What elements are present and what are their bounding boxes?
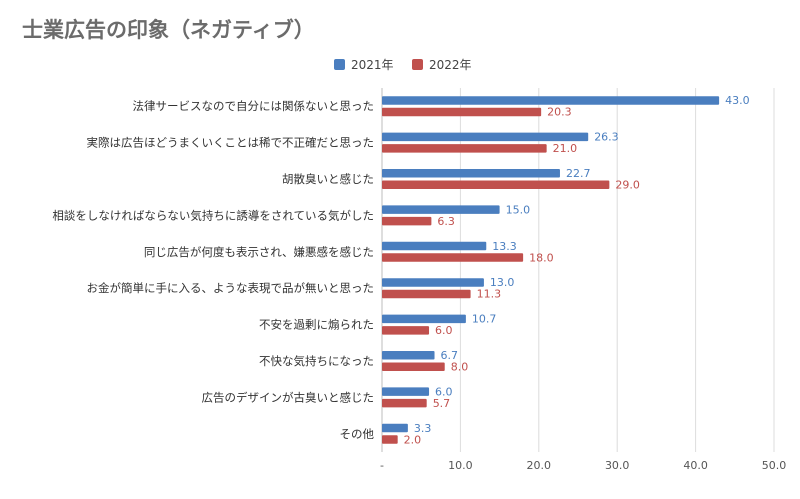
category-label-5: お金が簡単に手に入る、ような表現で品が無いと思った: [87, 281, 375, 295]
bar-1-2: [382, 180, 610, 189]
x-tick-label-10: 10.0: [448, 459, 473, 472]
legend-label-2022: 2022年: [429, 58, 472, 72]
data-label-1-9: 2.0: [404, 433, 422, 446]
bar-1-5: [382, 289, 471, 299]
bar-1-8: [382, 398, 427, 408]
data-label-1-8: 5.7: [433, 397, 451, 410]
bar-0-6: [382, 314, 466, 324]
data-label-0-2: 22.7: [566, 167, 591, 180]
x-tick-label-50: 50.0: [762, 459, 787, 472]
category-label-9: その他: [340, 427, 375, 441]
bar-1-1: [382, 144, 547, 153]
chart-title: 士業広告の印象（ネガティブ）: [22, 18, 315, 42]
category-label-2: 胡散臭いと感じた: [282, 172, 374, 186]
data-label-0-6: 10.7: [472, 313, 497, 326]
category-label-6: 不安を過剰に煽られた: [259, 318, 374, 332]
x-tick-label-40: 40.0: [683, 459, 708, 472]
legend: 2021年 2022年: [0, 56, 800, 76]
data-label-1-4: 18.0: [529, 251, 554, 264]
legend-item-2022: 2022年: [412, 56, 472, 73]
legend-swatch-2022: [412, 59, 423, 70]
bar-0-4: [382, 241, 487, 251]
data-label-1-0: 20.3: [547, 106, 572, 119]
data-label-1-3: 6.3: [437, 215, 455, 228]
bar-0-1: [382, 132, 589, 142]
bar-0-7: [382, 351, 435, 360]
category-label-3: 相談をしなければならない気持ちに誘導をされている気がした: [52, 208, 374, 222]
legend-label-2021: 2021年: [351, 58, 394, 72]
category-label-1: 実際は広告ほどうまくいくことは稀で不正確だと思った: [87, 136, 375, 150]
category-label-7: 不快な気持ちになった: [259, 354, 374, 368]
bar-1-9: [382, 435, 398, 444]
bar-0-5: [382, 278, 484, 287]
category-label-0: 法律サービスなので自分には関係ないと思った: [133, 99, 375, 113]
data-label-0-9: 3.3: [414, 422, 432, 435]
data-label-0-5: 13.0: [490, 276, 515, 289]
data-label-1-1: 21.0: [553, 142, 578, 155]
data-label-1-2: 29.0: [615, 179, 640, 192]
data-label-0-4: 13.3: [492, 240, 516, 253]
data-label-0-3: 15.0: [506, 203, 530, 216]
bar-0-0: [382, 96, 720, 105]
category-label-8: 広告のデザインが古臭いと感じた: [202, 390, 375, 404]
data-label-0-8: 6.0: [435, 385, 453, 398]
data-label-0-7: 6.7: [441, 349, 459, 362]
x-tick-label-30: 30.0: [605, 459, 630, 472]
data-label-0-1: 26.3: [594, 131, 619, 144]
bar-0-8: [382, 387, 430, 396]
bar-1-3: [382, 216, 432, 226]
legend-item-2021: 2021年: [334, 56, 394, 73]
bar-1-6: [382, 326, 430, 335]
data-label-1-7: 8.0: [451, 361, 469, 374]
bar-0-3: [382, 205, 500, 214]
bar-0-2: [382, 169, 560, 178]
data-label-0-0: 43.0: [725, 94, 750, 107]
x-tick-label-0: -: [380, 459, 384, 472]
category-label-4: 同じ広告が何度も表示され、嫌悪感を感じた: [144, 245, 374, 259]
bar-0-9: [382, 423, 408, 433]
data-label-1-5: 11.3: [477, 288, 502, 301]
legend-swatch-2021: [334, 59, 345, 70]
x-tick-label-20: 20.0: [527, 459, 552, 472]
bar-1-7: [382, 362, 445, 371]
bar-1-4: [382, 253, 524, 262]
data-label-1-6: 6.0: [435, 324, 453, 337]
bar-1-0: [382, 107, 542, 117]
